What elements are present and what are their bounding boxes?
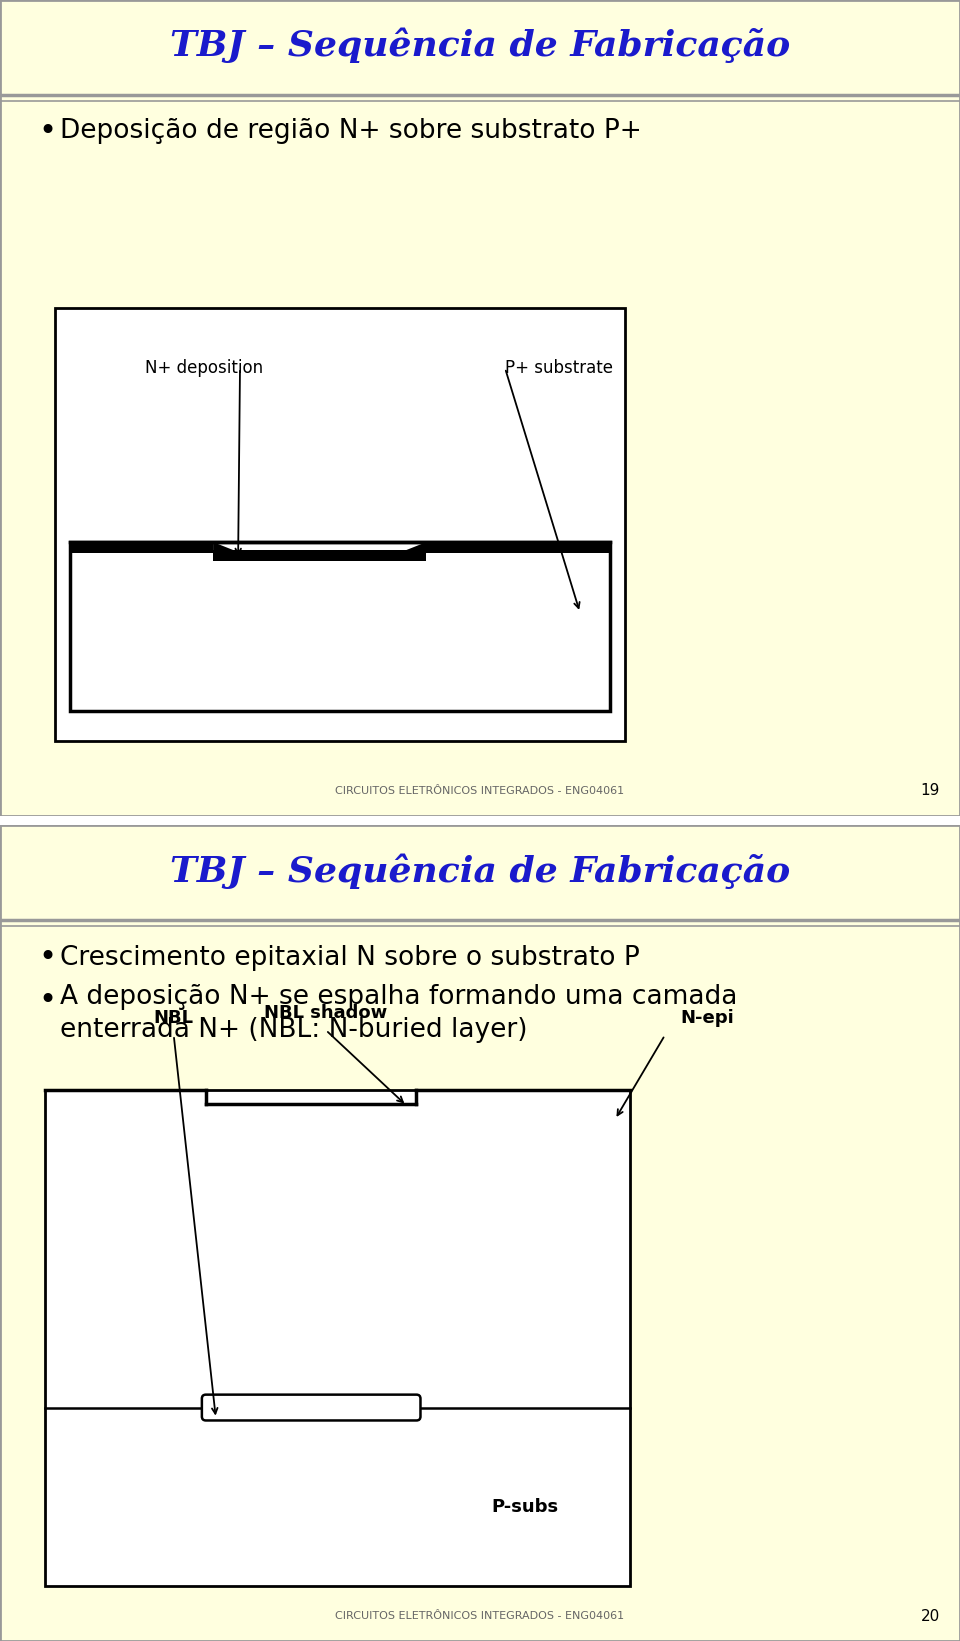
Polygon shape (406, 542, 426, 561)
Text: Deposição de região N+ sobre substrato P+: Deposição de região N+ sobre substrato P… (60, 118, 641, 144)
Text: NBL: NBL (154, 1009, 194, 1027)
Text: CIRCUITOS ELETRÔNICOS INTEGRADOS - ENG04061: CIRCUITOS ELETRÔNICOS INTEGRADOS - ENG04… (335, 786, 625, 796)
Text: CIRCUITOS ELETRÔNICOS INTEGRADOS - ENG04061: CIRCUITOS ELETRÔNICOS INTEGRADOS - ENG04… (335, 1611, 625, 1621)
Text: TBJ – Sequência de Fabricação: TBJ – Sequência de Fabricação (170, 853, 790, 889)
FancyBboxPatch shape (202, 1395, 420, 1421)
Polygon shape (213, 542, 233, 561)
Text: •: • (38, 944, 56, 971)
Bar (70, 542, 610, 711)
Text: NBL shadow: NBL shadow (264, 1004, 388, 1022)
Text: enterrada N+ (NBL: N-buried layer): enterrada N+ (NBL: N-buried layer) (60, 1017, 527, 1044)
Text: P+ substrate: P+ substrate (505, 359, 613, 377)
Bar (213, 550, 426, 561)
Text: •: • (38, 117, 56, 146)
Text: 20: 20 (921, 1608, 940, 1623)
Text: A deposição N+ se espalha formando uma camada: A deposição N+ se espalha formando uma c… (60, 985, 737, 1011)
Text: N+ deposition: N+ deposition (145, 359, 263, 377)
Text: •: • (38, 986, 56, 1014)
Text: N-epi: N-epi (680, 1009, 733, 1027)
Bar (55, 309, 625, 742)
Text: 19: 19 (921, 783, 940, 798)
Text: TBJ – Sequência de Fabricação: TBJ – Sequência de Fabricação (170, 26, 790, 62)
Text: Crescimento epitaxial N sobre o substrato P: Crescimento epitaxial N sobre o substrat… (60, 945, 639, 970)
Text: P-subs: P-subs (492, 1498, 559, 1516)
Bar (70, 542, 213, 553)
Bar (45, 1090, 630, 1587)
Bar (426, 542, 610, 553)
